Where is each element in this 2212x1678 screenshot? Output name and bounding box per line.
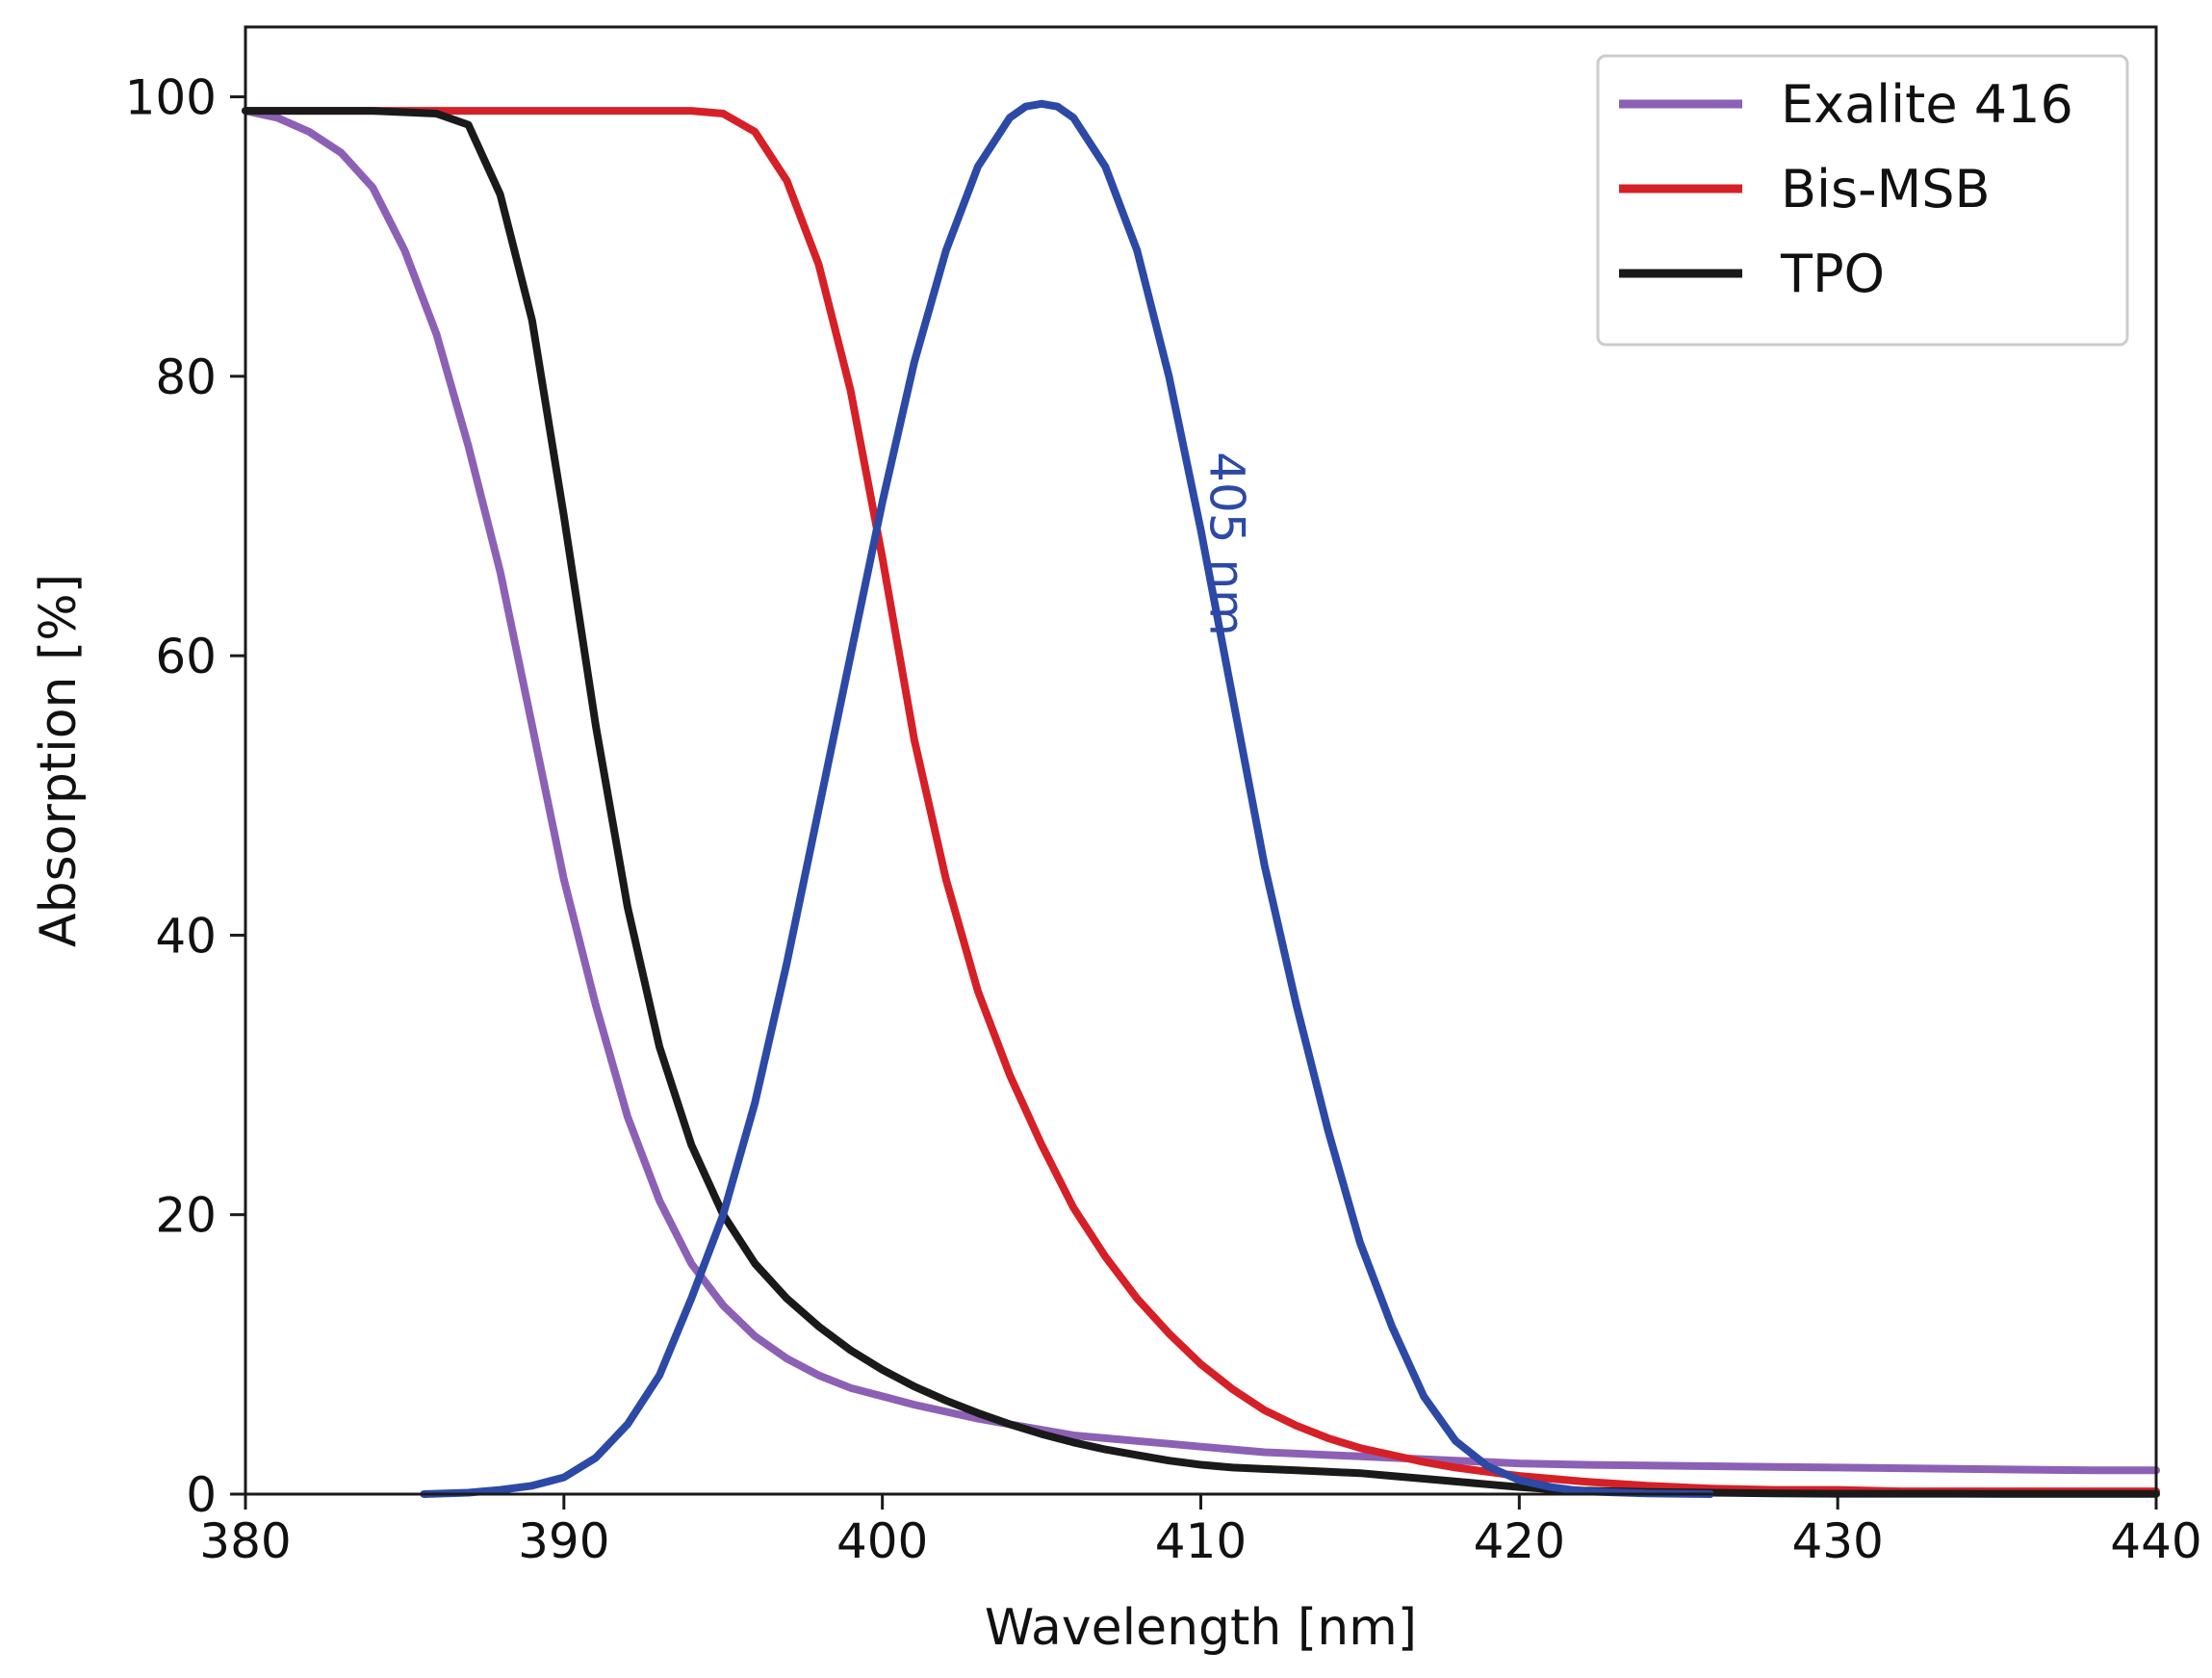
y-tick-label: 0 (186, 1467, 217, 1523)
legend: Exalite 416 Bis-MSB TPO (1596, 54, 2129, 347)
y-axis-label: Absorption [%] (30, 574, 88, 947)
legend-items: Exalite 416 Bis-MSB TPO (1619, 74, 2073, 304)
y-tick-label: 80 (155, 349, 217, 405)
y-tick-label: 40 (155, 908, 217, 964)
x-tick-label: 390 (518, 1513, 609, 1569)
series-line-exalite-416 (242, 107, 2160, 1475)
series-line-405-nm (420, 99, 1714, 1498)
legend-label-bis-msb: Bis-MSB (1781, 159, 1991, 219)
x-tick-label: 440 (2110, 1513, 2201, 1569)
series-line-tpo (242, 107, 2160, 1498)
y-tick-label: 20 (155, 1188, 217, 1244)
y-tick-label: 60 (155, 629, 217, 684)
series-annotation-label: 405 nm (1198, 452, 1254, 636)
legend-label-exalite-416: Exalite 416 (1781, 74, 2073, 135)
annotation-layer: 405 nm (1198, 452, 1254, 636)
legend-label-tpo: TPO (1780, 244, 1885, 304)
x-tick-label: 410 (1155, 1513, 1247, 1569)
series-layer (242, 99, 2160, 1498)
axis-layer: 380 390 400 410 420 430 440 0 20 40 60 80 100 (125, 70, 2202, 1569)
x-axis-label: Wavelength [nm] (985, 1599, 1417, 1657)
x-tick-label: 380 (199, 1513, 291, 1569)
x-tick-label: 430 (1791, 1513, 1883, 1569)
x-tick-label: 400 (836, 1513, 928, 1569)
x-tick-label: 420 (1474, 1513, 1565, 1569)
y-tick-label: 100 (125, 70, 217, 126)
